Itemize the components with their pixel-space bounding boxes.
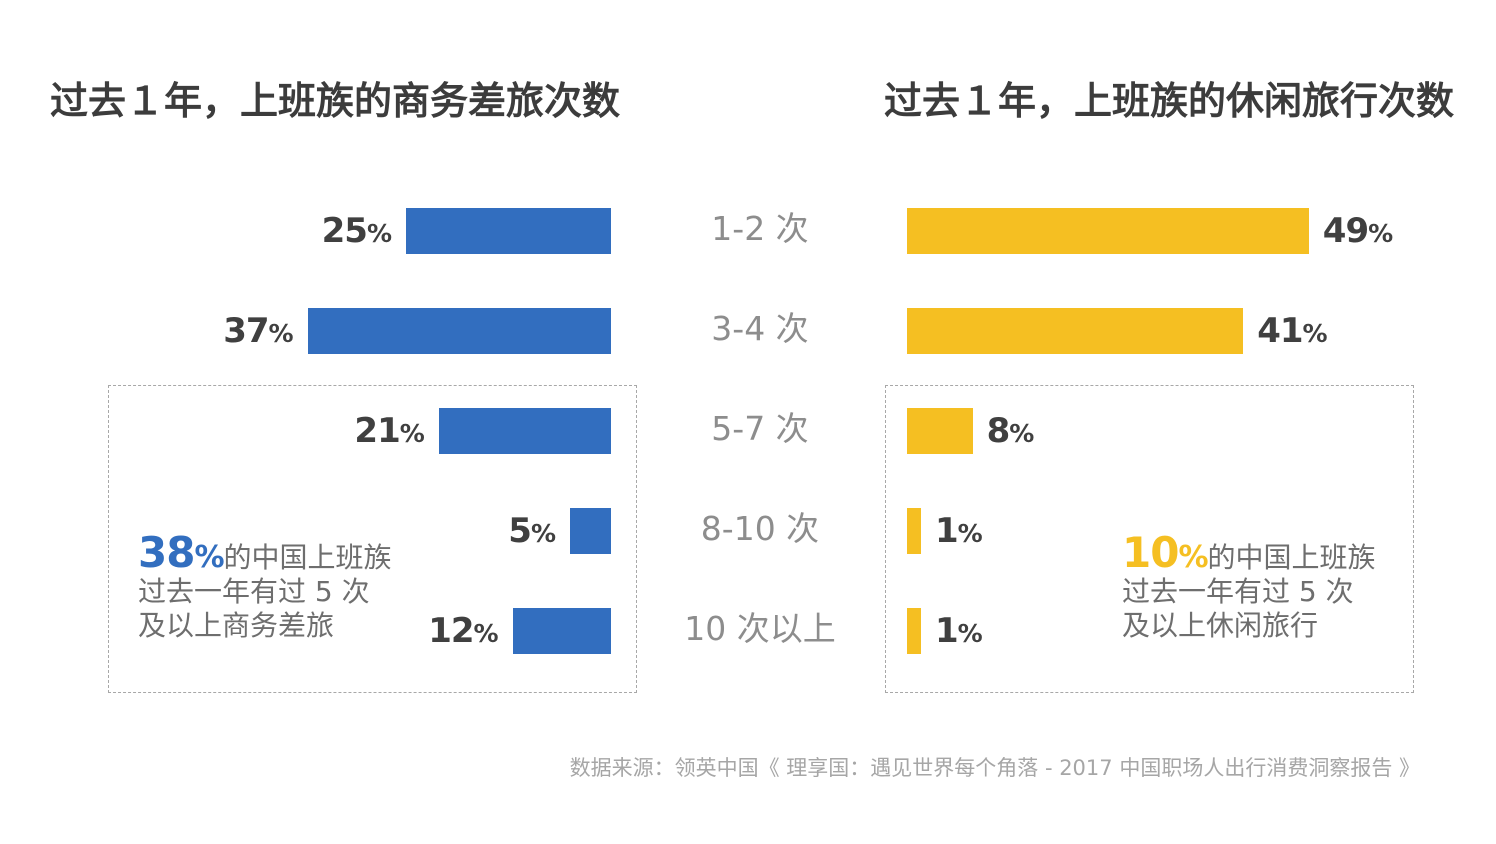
note-leisure-value: 10% <box>1122 528 1208 577</box>
note-leisure-line3: 及以上休闲旅行 <box>1122 609 1376 643</box>
leisure-bar-0 <box>907 208 1309 254</box>
note-leisure: 10%的中国上班族 过去一年有过 5 次 及以上休闲旅行 <box>1122 536 1376 643</box>
leisure-bar-3 <box>907 508 921 554</box>
business-value-label-2: 21% <box>305 408 425 454</box>
business-bar-1 <box>308 308 611 354</box>
note-leisure-line2: 过去一年有过 5 次 <box>1122 575 1376 609</box>
chart-title-business: 过去１年，上班族的商务差旅次数 <box>50 76 620 126</box>
note-business-line3: 及以上商务差旅 <box>138 609 392 643</box>
category-label-3: 8-10 次 <box>660 506 860 552</box>
note-business: 38%的中国上班族 过去一年有过 5 次 及以上商务差旅 <box>138 536 392 643</box>
business-value-label-1: 37% <box>174 308 294 354</box>
business-bar-2 <box>439 408 611 454</box>
note-business-line2: 过去一年有过 5 次 <box>138 575 392 609</box>
leisure-bar-2 <box>907 408 973 454</box>
category-label-2: 5-7 次 <box>660 406 860 452</box>
business-value-label-0: 25% <box>272 208 392 254</box>
category-label-4: 10 次以上 <box>660 606 860 652</box>
leisure-value-label-3: 1% <box>935 508 1055 554</box>
note-business-line1: 的中国上班族 <box>224 541 392 574</box>
business-bar-4 <box>513 608 611 654</box>
business-value-label-4: 12% <box>379 608 499 654</box>
note-leisure-line1: 的中国上班族 <box>1208 541 1376 574</box>
chart-title-leisure: 过去１年，上班族的休闲旅行次数 <box>884 76 1454 126</box>
note-business-value: 38% <box>138 528 224 577</box>
leisure-value-label-2: 8% <box>987 408 1107 454</box>
leisure-value-label-4: 1% <box>935 608 1055 654</box>
data-source: 数据来源：领英中国《 理享国：遇见世界每个角落 - 2017 中国职场人出行消费… <box>0 752 1420 782</box>
business-bar-3 <box>570 508 611 554</box>
business-bar-0 <box>406 208 611 254</box>
category-label-0: 1-2 次 <box>660 206 860 252</box>
leisure-value-label-1: 41% <box>1257 308 1377 354</box>
business-value-label-3: 5% <box>436 508 556 554</box>
category-label-1: 3-4 次 <box>660 306 860 352</box>
leisure-bar-1 <box>907 308 1243 354</box>
leisure-bar-4 <box>907 608 921 654</box>
leisure-value-label-0: 49% <box>1323 208 1443 254</box>
